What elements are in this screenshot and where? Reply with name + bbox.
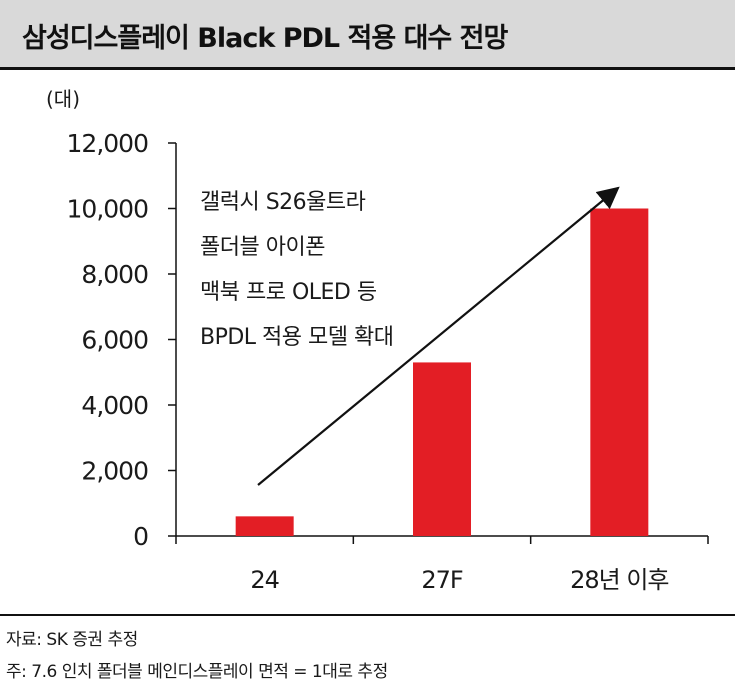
y-tick-label: 6,000 bbox=[81, 326, 148, 355]
annotation-line: 폴더블 아이폰 bbox=[200, 235, 325, 260]
bar bbox=[413, 362, 471, 536]
x-tick-label: 27F bbox=[421, 566, 463, 594]
x-tick-label: 28년 이후 bbox=[570, 566, 668, 594]
trend-arrow bbox=[257, 186, 620, 486]
bar bbox=[590, 208, 649, 536]
annotation-line: 맥북 프로 OLED 등 bbox=[200, 280, 377, 305]
y-tick-label: 10,000 bbox=[67, 195, 149, 224]
footnote: 주: 7.6 인치 폴더블 메인디스플레이 면적 = 1대로 추정 bbox=[6, 662, 388, 682]
y-tick-label: 2,000 bbox=[81, 457, 148, 486]
y-tick-label: 12,000 bbox=[67, 129, 149, 158]
annotation-line: 갤럭시 S26울트라 bbox=[200, 190, 366, 215]
y-tick-label: 8,000 bbox=[81, 260, 148, 289]
chart-title: 삼성디스플레이 Black PDL 적용 대수 전망 bbox=[22, 23, 508, 54]
y-tick-label: 0 bbox=[133, 522, 148, 551]
bars bbox=[235, 208, 649, 536]
x-tick-labels: 24 27F 28년 이후 bbox=[250, 566, 669, 594]
y-axis: 0 2,000 4,000 6,000 8,000 10,000 12,000 bbox=[67, 129, 177, 551]
x-tick-label: 24 bbox=[250, 566, 279, 594]
bar-chart: (대) 0 2,000 4,000 6,000 8,000 10,000 12,000 24… bbox=[46, 87, 709, 594]
source-note: 자료: SK 증권 추정 bbox=[6, 630, 138, 650]
chart-header: 삼성디스플레이 Black PDL 적용 대수 전망 bbox=[0, 0, 735, 70]
footer-divider bbox=[0, 614, 735, 616]
bar bbox=[235, 516, 294, 536]
y-axis-unit-label: (대) bbox=[46, 87, 80, 111]
x-axis bbox=[175, 535, 709, 544]
y-tick-label: 4,000 bbox=[81, 391, 148, 420]
annotation-line: BPDL 적용 모델 확대 bbox=[200, 325, 393, 350]
